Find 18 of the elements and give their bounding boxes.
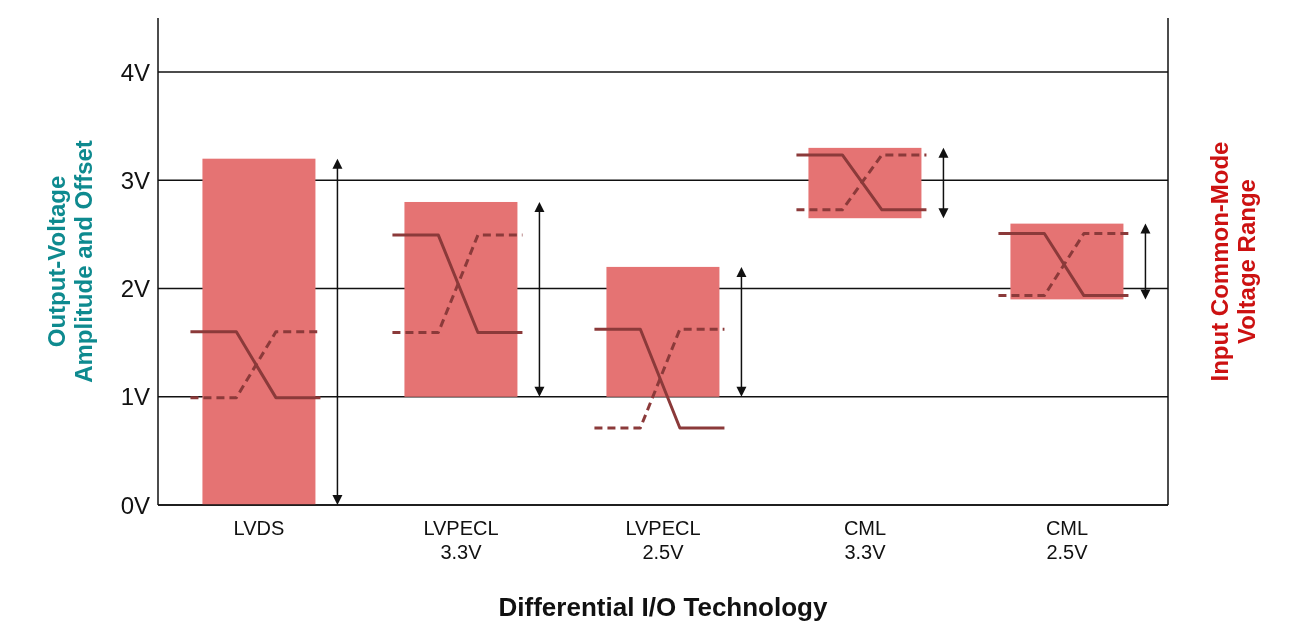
y-tick-label: 1V xyxy=(120,383,150,411)
y-tick-label: 4V xyxy=(120,58,150,86)
x-tick-label: LVPECL 2.5V xyxy=(625,517,701,563)
bar xyxy=(202,158,316,505)
y-axis-title: Output-Voltage Amplitude and Offset xyxy=(42,140,98,383)
bar xyxy=(404,201,518,397)
y-tick-label: 2V xyxy=(120,275,150,303)
y2-axis-title: Input Common-Mode Voltage Range xyxy=(1205,141,1261,382)
y-tick-label: 0V xyxy=(120,491,150,519)
x-tick-label: LVDS xyxy=(233,517,285,539)
x-tick-label: LVPECL 3.3V xyxy=(423,517,499,563)
x-axis-title: Differential I/O Technology xyxy=(498,592,828,623)
y-tick-label: 3V xyxy=(120,166,150,194)
bar xyxy=(606,266,720,397)
bar xyxy=(808,147,922,219)
x-tick-label: CML 2.5V xyxy=(1045,517,1089,563)
x-tick-label: CML 3.3V xyxy=(843,517,887,563)
bar xyxy=(1010,223,1124,300)
